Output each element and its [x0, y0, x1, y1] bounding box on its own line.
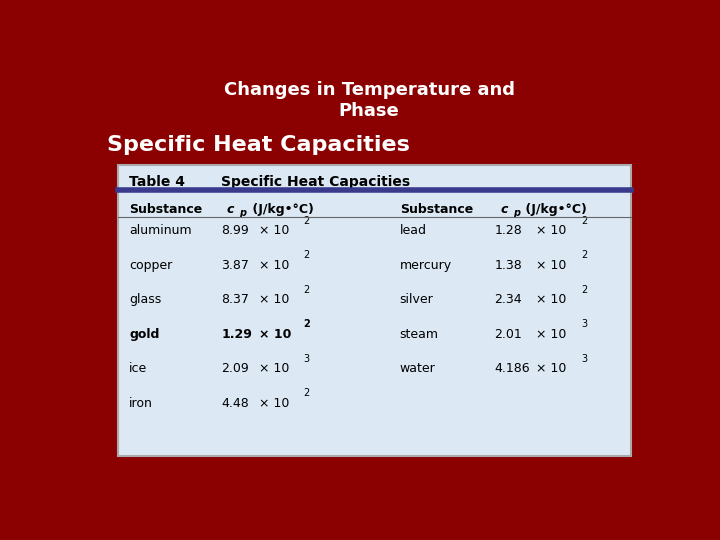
Text: Specific Heat Capacities: Specific Heat Capacities — [107, 136, 410, 156]
Text: 2: 2 — [304, 285, 310, 295]
Text: 3: 3 — [581, 319, 588, 329]
Text: mercury: mercury — [400, 259, 452, 272]
Text: × 10: × 10 — [259, 224, 289, 237]
Text: × 10: × 10 — [536, 224, 567, 237]
Text: Table 4: Table 4 — [129, 175, 185, 189]
Text: ice: ice — [129, 362, 148, 375]
Text: × 10: × 10 — [259, 396, 289, 410]
Text: 2.01: 2.01 — [495, 328, 522, 341]
Text: steam: steam — [400, 328, 438, 341]
FancyBboxPatch shape — [118, 165, 631, 456]
Text: 2: 2 — [304, 388, 310, 399]
Text: 2: 2 — [581, 216, 588, 226]
Text: copper: copper — [129, 259, 172, 272]
Text: 2.34: 2.34 — [495, 293, 522, 306]
Text: lead: lead — [400, 224, 427, 237]
Text: × 10: × 10 — [536, 328, 567, 341]
Text: × 10: × 10 — [259, 362, 289, 375]
Text: × 10: × 10 — [536, 293, 567, 306]
Text: 1.29: 1.29 — [221, 328, 252, 341]
Text: Substance: Substance — [400, 203, 473, 216]
Text: glass: glass — [129, 293, 161, 306]
Text: p: p — [513, 208, 520, 218]
Text: 3: 3 — [581, 354, 588, 364]
Text: (J/kg•°C): (J/kg•°C) — [521, 203, 587, 216]
Text: 2: 2 — [581, 250, 588, 260]
Text: Substance: Substance — [129, 203, 202, 216]
Text: 4.186: 4.186 — [495, 362, 530, 375]
Text: 1.38: 1.38 — [495, 259, 522, 272]
Text: Changes in Temperature and
Phase: Changes in Temperature and Phase — [223, 82, 515, 120]
Text: aluminum: aluminum — [129, 224, 192, 237]
Text: c: c — [500, 203, 508, 216]
Text: c: c — [227, 203, 234, 216]
Text: gold: gold — [129, 328, 159, 341]
Text: × 10: × 10 — [536, 259, 567, 272]
Text: iron: iron — [129, 396, 153, 410]
Text: 2.09: 2.09 — [221, 362, 249, 375]
Text: × 10: × 10 — [259, 328, 292, 341]
Text: 8.37: 8.37 — [221, 293, 249, 306]
Text: × 10: × 10 — [536, 362, 567, 375]
Text: 2: 2 — [581, 285, 588, 295]
Text: × 10: × 10 — [259, 293, 289, 306]
Text: 3.87: 3.87 — [221, 259, 249, 272]
Text: silver: silver — [400, 293, 433, 306]
Text: Specific Heat Capacities: Specific Heat Capacities — [221, 175, 410, 189]
Text: 2: 2 — [304, 250, 310, 260]
Text: (J/kg•°C): (J/kg•°C) — [248, 203, 314, 216]
Text: 1.28: 1.28 — [495, 224, 522, 237]
Text: 2: 2 — [304, 319, 310, 329]
Text: water: water — [400, 362, 436, 375]
Text: × 10: × 10 — [259, 259, 289, 272]
Text: 3: 3 — [304, 354, 310, 364]
Text: 8.99: 8.99 — [221, 224, 249, 237]
Text: 4.48: 4.48 — [221, 396, 249, 410]
Text: p: p — [240, 208, 246, 218]
Text: 2: 2 — [304, 216, 310, 226]
